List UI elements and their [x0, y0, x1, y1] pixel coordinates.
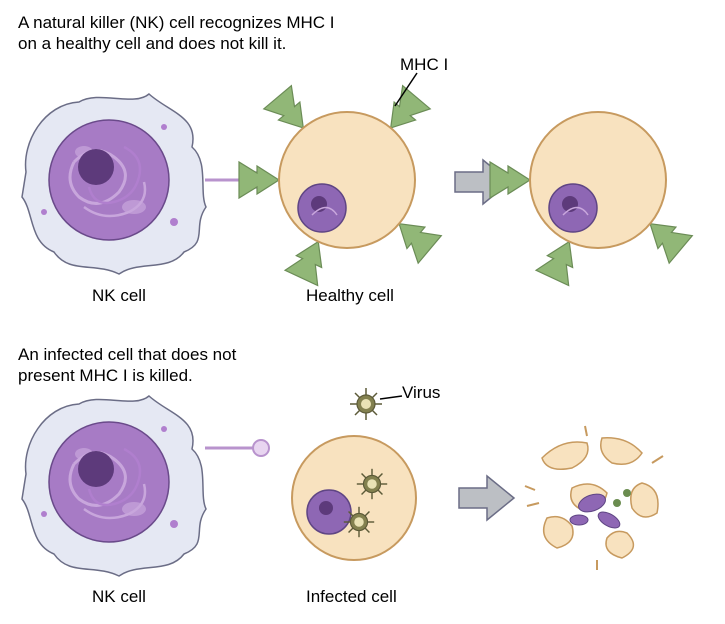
healthy-cell: [239, 86, 441, 286]
arrow-bottom: [459, 476, 514, 520]
nk-cell-top: [22, 94, 206, 274]
healthy-cell-result: [490, 112, 692, 285]
nk-receptor-bottom: [205, 440, 269, 456]
virus-pointer: [380, 396, 402, 399]
diagram-svg: [0, 0, 725, 624]
virus-external: [350, 388, 382, 420]
infected-cell: [292, 436, 416, 560]
lysed-cell-debris: [525, 426, 663, 570]
nk-cell-bottom: [22, 396, 206, 576]
